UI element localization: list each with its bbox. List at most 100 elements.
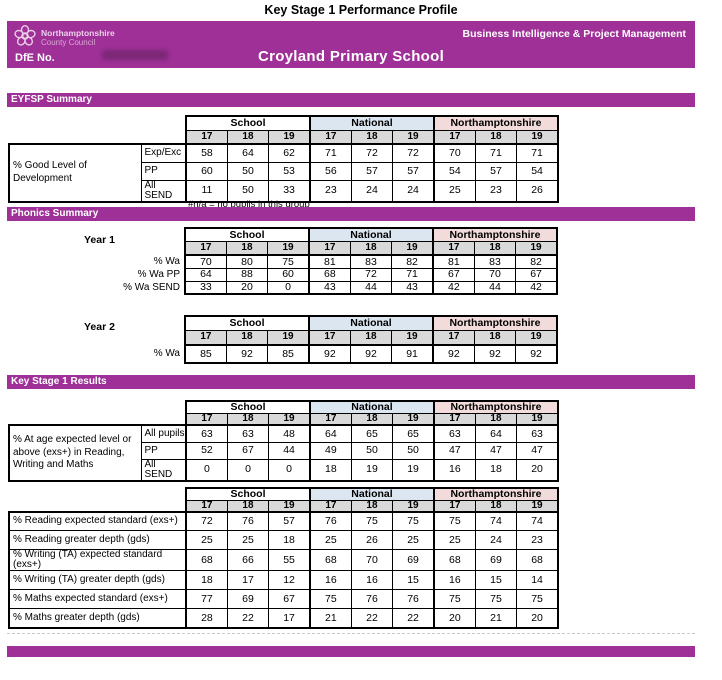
data-cell: 71 [516, 143, 559, 163]
data-cell: 68 [308, 549, 352, 571]
data-cell: 43 [391, 280, 434, 295]
data-cell: 22 [350, 608, 394, 629]
data-cell: 57 [474, 161, 518, 181]
year-header-cell: 18 [474, 129, 518, 145]
data-cell: 92 [349, 344, 393, 364]
row-label-cell: % Reading greater depth (gds) [8, 530, 187, 550]
data-cell: 64 [474, 424, 518, 443]
year-header-cell: 18 [225, 240, 269, 256]
year-header-cell: 17 [307, 240, 351, 256]
eyfsp-table: School National Northamptonshire 17 18 19 17 18… [8, 115, 559, 203]
data-cell: 60 [184, 161, 228, 181]
data-cell: 92 [307, 344, 351, 364]
row-label-cell: % Wa [153, 255, 180, 267]
rose-icon [13, 24, 37, 53]
data-cell: 49 [308, 441, 352, 460]
data-cell: 67 [515, 267, 558, 282]
data-cell: 50 [226, 161, 270, 181]
row-label-cell: % Reading expected standard (exs+) [8, 510, 187, 531]
data-cell: 56 [308, 161, 352, 181]
year-header-cell: 17 [308, 129, 352, 145]
year-header-cell: 19 [391, 329, 434, 346]
row-label-cell: % Writing (TA) greater depth (gds) [8, 570, 187, 590]
year-header-cell: 17 [184, 129, 228, 145]
header-spacer [9, 401, 186, 413]
data-cell: 68 [432, 549, 476, 571]
year-header-cell: 18 [226, 499, 270, 513]
phonics-year1-table: School National Northamptonshire 17 18 19 17 18… [8, 227, 558, 295]
section-bar-eyfsp: EYFSP Summary [7, 93, 695, 107]
row-label-cell: % Wa [153, 348, 180, 359]
year-header-cell: 17 [184, 499, 228, 513]
data-cell: 85 [183, 344, 227, 364]
data-cell: 70 [432, 143, 476, 163]
data-cell: 25 [392, 530, 435, 550]
year-header-cell: 18 [473, 240, 517, 256]
data-cell: 16 [308, 570, 352, 590]
data-cell: 62 [268, 143, 311, 163]
year-header-cell: 17 [431, 329, 475, 346]
data-cell: 92 [515, 344, 558, 364]
data-cell: 82 [515, 254, 558, 269]
data-cell: 70 [183, 254, 227, 269]
data-cell: 67 [268, 589, 311, 609]
data-cell: 44 [268, 441, 311, 460]
data-cell: 19 [350, 458, 394, 482]
data-cell: 47 [516, 441, 559, 460]
year-header-cell: 18 [349, 329, 393, 346]
year-header-cell: 18 [225, 329, 269, 346]
ks1-summary-table: School National Northamptonshire 17 18 19 17 18… [8, 400, 559, 482]
header-spacer [9, 488, 186, 500]
data-cell: 0 [267, 280, 310, 295]
header-spacer [9, 116, 186, 130]
column-group-header: National [307, 227, 434, 242]
data-cell: 71 [308, 143, 352, 163]
year-header-cell: 19 [392, 412, 435, 426]
group-label-cell: % At age expected level or above (exs+) … [8, 424, 142, 482]
row-label-cell: % Writing (TA) expected standard (exs+) [8, 549, 187, 571]
data-cell: 15 [392, 570, 435, 590]
year-header-cell: 17 [307, 329, 351, 346]
data-cell: 92 [225, 344, 269, 364]
year-header-cell: 18 [350, 499, 394, 513]
data-cell: 74 [516, 511, 559, 531]
year-header-cell: 18 [474, 412, 518, 426]
column-group-header: Northamptonshire [431, 315, 558, 331]
row-label-cell: PP [140, 441, 187, 460]
section-bar-bottom [7, 646, 695, 657]
data-cell: 20 [516, 458, 559, 482]
column-group-header: National [308, 400, 435, 414]
data-cell: 42 [515, 280, 558, 295]
data-cell: 54 [432, 161, 476, 181]
data-cell: 0 [268, 458, 311, 482]
data-cell: 76 [226, 511, 270, 531]
data-cell: 81 [431, 254, 475, 269]
year1-label: Year 1 [84, 234, 115, 246]
group-label-cell: % Good Level of Development [8, 143, 142, 203]
data-cell: 50 [350, 441, 394, 460]
data-cell: 28 [184, 608, 228, 629]
year-header-cell: 18 [474, 499, 518, 513]
data-cell: 18 [184, 570, 228, 590]
row-label-cell: Exp/Exc [140, 143, 187, 163]
data-cell: 25 [184, 530, 228, 550]
data-cell: 63 [226, 424, 270, 443]
section-bar-phonics: Phonics Summary [7, 207, 695, 221]
data-cell: 33 [183, 280, 227, 295]
data-cell: 63 [516, 424, 559, 443]
data-cell: 76 [392, 589, 435, 609]
data-cell: 44 [473, 280, 517, 295]
data-cell: 75 [516, 589, 559, 609]
year-header-cell: 19 [392, 129, 435, 145]
data-cell: 67 [226, 441, 270, 460]
year-header-cell: 19 [516, 412, 559, 426]
data-cell: 23 [474, 179, 518, 203]
data-cell: 63 [184, 424, 228, 443]
data-cell: 70 [473, 267, 517, 282]
data-cell: 70 [350, 549, 394, 571]
data-cell: 50 [226, 179, 270, 203]
data-cell: 14 [516, 570, 559, 590]
data-cell: 48 [268, 424, 311, 443]
data-cell: 63 [432, 424, 476, 443]
